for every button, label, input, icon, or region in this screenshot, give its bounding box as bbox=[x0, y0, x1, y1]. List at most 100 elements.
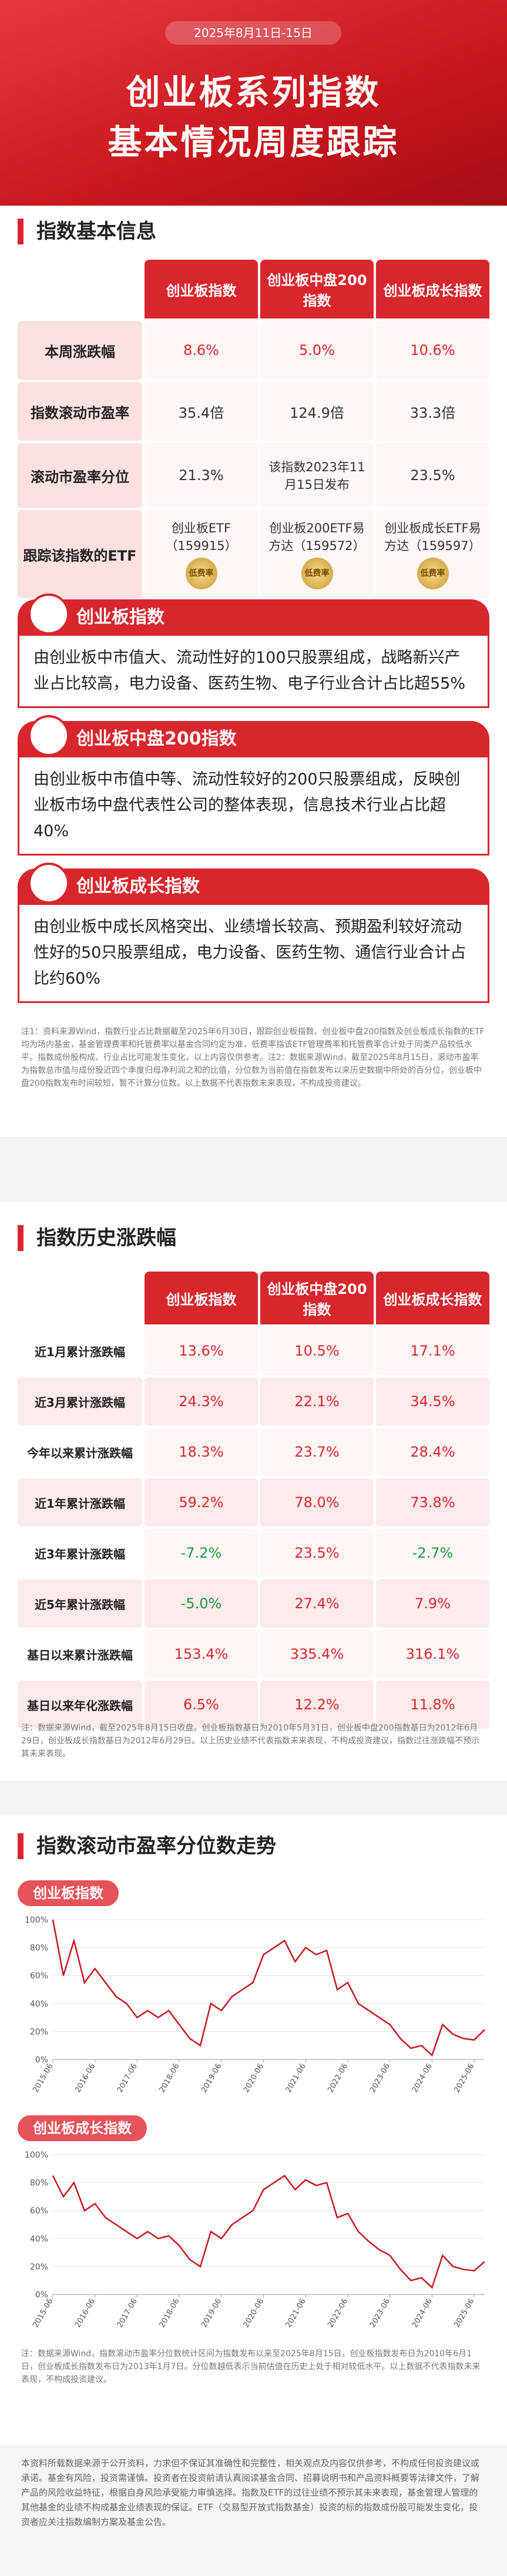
cell-text: -5.0% bbox=[180, 1595, 222, 1612]
x-tick-label: 2023-06 bbox=[368, 2062, 392, 2095]
row-label: 近5年累计涨跌幅 bbox=[18, 1579, 142, 1628]
row-label: 指数滚动市盈率 bbox=[18, 382, 142, 441]
row-label: 基日以来累计涨跌幅 bbox=[27, 1648, 133, 1662]
corner-cell bbox=[18, 260, 142, 318]
cell: 5.0% bbox=[260, 321, 374, 380]
table-row: 近5年累计涨跌幅 -5.0% 27.4% 7.9% bbox=[18, 1579, 489, 1628]
cell: 11.8% bbox=[376, 1681, 489, 1729]
cell-text: 该指数2023年11月15日发布 bbox=[268, 460, 365, 492]
cell: 8.6% bbox=[145, 321, 258, 380]
card-title-text: 创业板成长指数 bbox=[76, 876, 200, 897]
x-tick-label: 2017-06 bbox=[116, 2062, 139, 2095]
cell-text: 6.5% bbox=[183, 1696, 219, 1713]
cell-text: 22.1% bbox=[294, 1393, 340, 1410]
cell: 10.5% bbox=[260, 1327, 374, 1375]
table-row: 基日以来年化涨跌幅 6.5% 12.2% 11.8% bbox=[18, 1681, 489, 1729]
cell: 7.9% bbox=[376, 1579, 489, 1628]
card: 创业板指数 由创业板中市值大、流动性好的100只股票组成，战略新兴产业占比较高，电… bbox=[18, 593, 489, 708]
cell: 59.2% bbox=[145, 1478, 258, 1527]
cell: 12.2% bbox=[260, 1681, 374, 1729]
x-tick-label: 2019-06 bbox=[200, 2062, 223, 2095]
cell-text: 23.5% bbox=[410, 467, 455, 484]
card-title-text: 创业板指数 bbox=[76, 607, 164, 628]
table-row: 指数滚动市盈率 35.4倍 124.9倍 33.3倍 bbox=[18, 382, 489, 441]
y-tick-label: 40% bbox=[30, 2000, 48, 2009]
cell-text: 335.4% bbox=[290, 1646, 344, 1662]
column-header: 创业板指数 bbox=[145, 260, 258, 318]
cell-text: 创业板ETF（159915） bbox=[165, 521, 237, 553]
cell: 27.4% bbox=[260, 1579, 374, 1628]
card-title: 创业板成长指数 bbox=[18, 863, 489, 905]
x-tick-label: 2015-06 bbox=[31, 2062, 55, 2095]
x-tick-label: 2015-06 bbox=[31, 2297, 55, 2330]
cell: 78.0% bbox=[260, 1478, 374, 1527]
cell-text: 316.1% bbox=[405, 1646, 460, 1662]
cell-text: 7.9% bbox=[415, 1595, 451, 1612]
cell-text: 创业板200ETF易方达（159572） bbox=[268, 521, 365, 553]
header-title-1: 创业板系列指数 bbox=[126, 72, 381, 112]
y-tick-label: 0% bbox=[35, 2055, 48, 2065]
chart-title: 创业板指数 bbox=[18, 1880, 119, 1906]
cell: -7.2% bbox=[145, 1529, 258, 1577]
cell: 6.5% bbox=[145, 1681, 258, 1729]
cell-text: 13.6% bbox=[179, 1343, 224, 1359]
card-title: 创业板中盘200指数 bbox=[18, 715, 489, 757]
x-tick-label: 2021-06 bbox=[284, 2297, 308, 2330]
y-tick-label: 80% bbox=[30, 1944, 48, 1953]
disclaimer: 本资料所载数据来源于公开资料，力求但不保证其准确性和完整性，相关观点及内容仅供参… bbox=[0, 2444, 507, 2576]
section-title: 指数滚动市盈率分位数走势 bbox=[18, 1833, 276, 1859]
notes: 注1：资料来源Wind，指数行业占比数据截至2025年6月30日，跟踪创业板指数… bbox=[21, 1027, 485, 1088]
charts: 创业板指数 0% 20% 40% 60% 80% 100% 2015-06 2016-06 201… bbox=[0, 1877, 507, 2342]
x-tick-label: 2019-06 bbox=[200, 2297, 223, 2330]
table-row: 今年以来累计涨跌幅 18.3% 23.7% 28.4% bbox=[18, 1428, 489, 1476]
chart-title: 创业板成长指数 bbox=[18, 2115, 147, 2141]
notes: 注：数据来源Wind，指数滚动市盈率分位数统计区间为指数发布以来至2025年8月… bbox=[21, 2349, 481, 2384]
cell: 创业板200ETF易方达（159572） 低费率 bbox=[260, 510, 374, 598]
column-header: 创业板中盘200指数 bbox=[260, 260, 374, 318]
card: 创业板中盘200指数 由创业板中市值中等、流动性较好的200只股票组成，反映创业板… bbox=[18, 715, 489, 856]
notes: 注：数据来源Wind，截至2025年8月15日收盘。创业板指数基日为2010年5… bbox=[21, 1723, 480, 1759]
cell: 316.1% bbox=[376, 1630, 489, 1678]
cell-text: 153.4% bbox=[174, 1646, 229, 1662]
cell-text: 5.0% bbox=[299, 342, 335, 358]
x-tick-label: 2024-06 bbox=[411, 2297, 434, 2330]
header-curve bbox=[0, 206, 507, 223]
table-header-row: 创业板指数 创业板中盘200指数 创业板成长指数 bbox=[18, 1272, 489, 1324]
cell-text: 21.3% bbox=[179, 467, 224, 484]
badge: 低费率 bbox=[301, 558, 333, 589]
chart: 0% 20% 40% 60% 80% 100% 2015-06 2016-06 2017-06 2… bbox=[25, 2151, 485, 2330]
row-label: 近3月累计涨跌幅 bbox=[18, 1377, 142, 1425]
x-tick-label: 2018-06 bbox=[157, 2297, 181, 2330]
cell-text: -2.7% bbox=[412, 1545, 454, 1561]
cell-text: 创业板成长ETF易方达（159597） bbox=[384, 521, 481, 553]
cell-text: 8.6% bbox=[183, 342, 219, 358]
header-bg: 2025年8月11日-15日 创业板系列指数 基本情况周度跟踪 bbox=[0, 0, 507, 206]
cell-text: 24.3% bbox=[179, 1393, 224, 1410]
cell-text: 23.7% bbox=[294, 1444, 340, 1460]
badge: 低费率 bbox=[417, 558, 449, 589]
cell: 13.6% bbox=[145, 1327, 258, 1375]
row-label: 本周涨跌幅 bbox=[18, 321, 142, 380]
column-header: 创业板成长指数 bbox=[376, 1272, 489, 1324]
x-tick-label: 2016-06 bbox=[73, 2062, 97, 2095]
header-title-2: 基本情况周度跟踪 bbox=[108, 122, 399, 162]
y-tick-label: 60% bbox=[30, 1971, 48, 1981]
card-icon bbox=[28, 863, 69, 904]
cell: 33.3倍 bbox=[376, 382, 489, 441]
column-header: 创业板成长指数 bbox=[376, 260, 489, 318]
row-label: 近1月累计涨跌幅 bbox=[35, 1344, 125, 1359]
y-tick-label: 20% bbox=[30, 2262, 48, 2272]
history-table: 创业板指数 创业板中盘200指数 创业板成长指数近1月累计涨跌幅 13.6% 10.5%… bbox=[15, 1269, 492, 1729]
y-tick-label: 60% bbox=[30, 2206, 48, 2216]
cards: 创业板指数 由创业板中市值大、流动性好的100只股票组成，战略新兴产业占比较高，电… bbox=[18, 593, 489, 1022]
chart: 0% 20% 40% 60% 80% 100% 2015-06 2016-06 2017-06 2… bbox=[25, 1916, 485, 2095]
cell: 21.3% bbox=[145, 443, 258, 508]
cell: 35.4倍 bbox=[145, 382, 258, 441]
x-tick-label: 2022-06 bbox=[326, 2297, 350, 2330]
cell-text: 18.3% bbox=[179, 1444, 224, 1460]
cell-text: 73.8% bbox=[410, 1494, 455, 1511]
cell-text: 33.3倍 bbox=[409, 404, 456, 421]
divider bbox=[0, 1780, 507, 1816]
table-row: 近1月累计涨跌幅 13.6% 10.5% 17.1% bbox=[18, 1327, 489, 1375]
cell: 73.8% bbox=[376, 1478, 489, 1527]
